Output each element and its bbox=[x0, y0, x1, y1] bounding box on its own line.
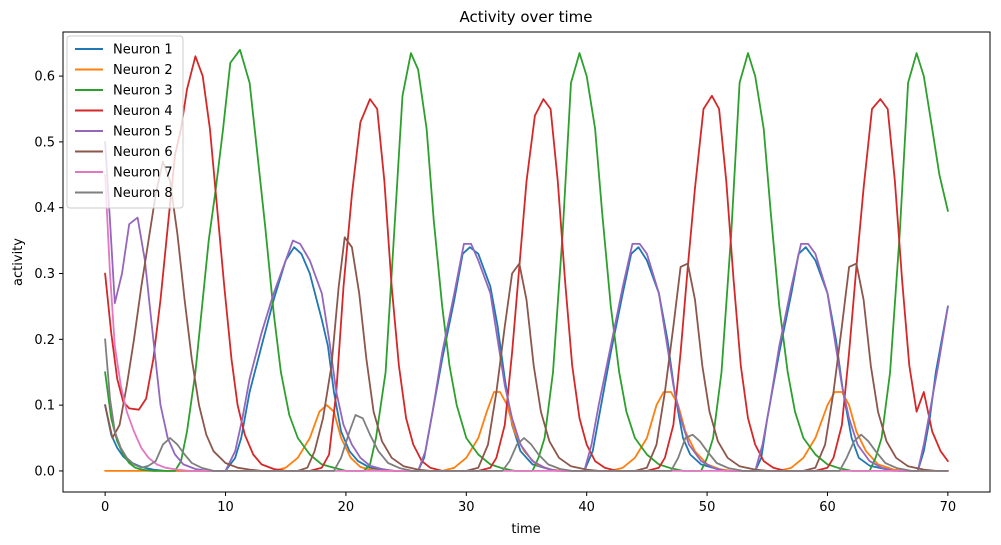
series-line-neuron-7 bbox=[104, 173, 949, 472]
legend-label: Neuron 6 bbox=[113, 145, 173, 160]
legend-label: Neuron 2 bbox=[113, 63, 173, 78]
x-tick-label: 50 bbox=[699, 500, 716, 515]
y-tick-label: 0.6 bbox=[34, 70, 55, 85]
x-tick-label: 20 bbox=[338, 500, 355, 515]
legend-label: Neuron 8 bbox=[113, 186, 173, 201]
y-axis-title: activity bbox=[11, 238, 26, 286]
y-tick-label: 0.5 bbox=[34, 135, 55, 150]
legend-label: Neuron 3 bbox=[113, 84, 173, 99]
x-tick-label: 10 bbox=[217, 500, 234, 515]
series-line-neuron-6 bbox=[104, 160, 949, 472]
y-tick-label: 0.4 bbox=[34, 201, 55, 216]
legend-label: Neuron 7 bbox=[113, 166, 173, 181]
x-tick-label: 40 bbox=[578, 500, 595, 515]
series-line-neuron-5 bbox=[104, 141, 949, 472]
plot-frame bbox=[62, 31, 991, 493]
y-axis-ticks: 0.0 0.1 0.2 0.3 0.4 0.5 0.6 bbox=[34, 70, 63, 479]
y-tick-label: 0.2 bbox=[34, 333, 55, 348]
legend-label: Neuron 1 bbox=[113, 43, 173, 58]
legend-box bbox=[66, 35, 184, 209]
y-tick-label: 0.3 bbox=[34, 267, 55, 282]
legend-label: Neuron 4 bbox=[113, 104, 173, 119]
x-tick-label: 0 bbox=[101, 500, 109, 515]
series-line-neuron-1 bbox=[104, 246, 949, 472]
series-line-neuron-8 bbox=[104, 338, 949, 472]
series-layer bbox=[104, 48, 949, 472]
plot-area bbox=[63, 32, 990, 492]
legend: Neuron 1 Neuron 2 Neuron 3 Neuron 4 Neuron 5… bbox=[66, 35, 184, 209]
x-axis-ticks: 0 10 20 30 40 50 60 70 bbox=[101, 492, 956, 515]
series-line-neuron-4 bbox=[104, 55, 949, 472]
x-tick-label: 30 bbox=[458, 500, 475, 515]
legend-label: Neuron 5 bbox=[113, 125, 173, 140]
x-axis-title: time bbox=[511, 522, 540, 537]
x-tick-label: 60 bbox=[819, 500, 836, 515]
y-tick-label: 0.0 bbox=[34, 464, 55, 479]
y-tick-label: 0.1 bbox=[34, 399, 55, 414]
x-tick-label: 70 bbox=[940, 500, 957, 515]
chart-title: Activity over time bbox=[460, 8, 593, 26]
